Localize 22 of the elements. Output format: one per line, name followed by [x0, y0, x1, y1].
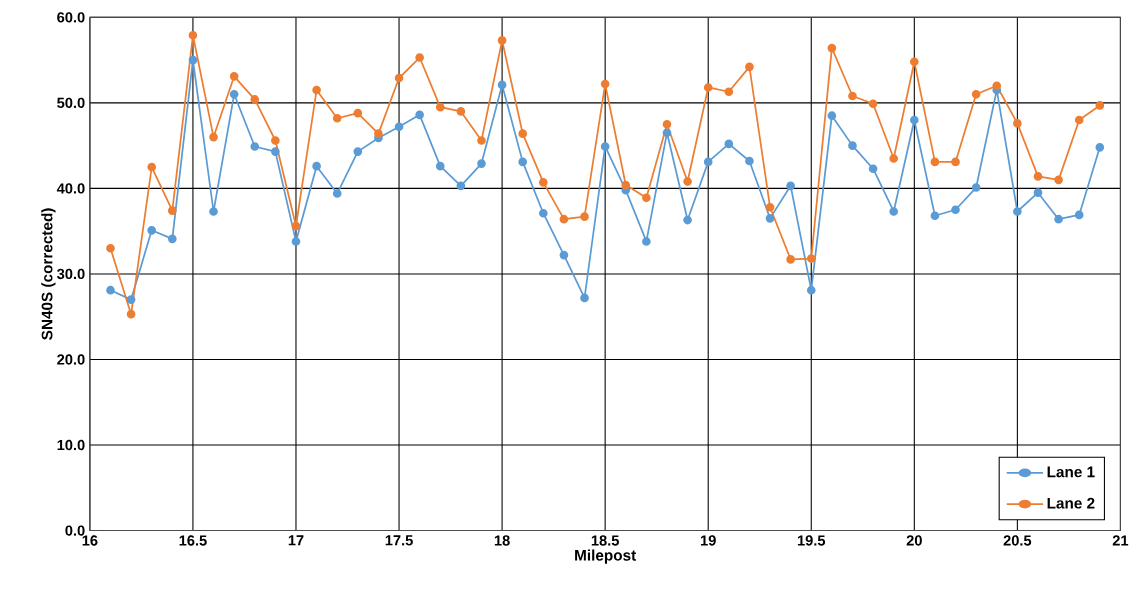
- x-tick-label: 20.5: [1003, 535, 1032, 546]
- y-tick-label: 20.0: [57, 354, 85, 365]
- y-tick-label: 40.0: [56, 183, 85, 194]
- x-tick-label: 18.5: [591, 535, 619, 546]
- y-axis-title: SN40S (corrected): [41, 208, 56, 340]
- y-tick-label: 60.0: [57, 12, 85, 23]
- x-tick-label: 17.5: [385, 535, 413, 546]
- x-tick-label: 16: [82, 535, 98, 546]
- x-tick-label: 17: [288, 535, 304, 546]
- y-tick-label: 0.0: [65, 525, 85, 536]
- x-tick-label: 19.5: [797, 535, 826, 546]
- x-tick-label: 16.5: [179, 535, 207, 546]
- x-tick-label: 20: [906, 535, 922, 546]
- y-tick-label: 30.0: [57, 268, 85, 280]
- x-tick-label: 21: [1112, 535, 1129, 546]
- legend-label: Lane 1: [1047, 466, 1095, 478]
- legend-label: Lane 2: [1047, 497, 1095, 509]
- y-tick-label: 10.0: [57, 439, 85, 451]
- y-tick-label: 50.0: [57, 97, 85, 108]
- x-tick-label: 19: [700, 535, 716, 546]
- x-tick-label: 18: [494, 535, 510, 546]
- x-axis-title: Milepost: [575, 549, 637, 564]
